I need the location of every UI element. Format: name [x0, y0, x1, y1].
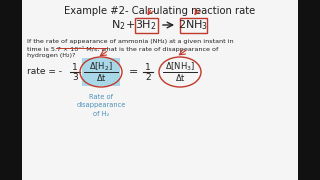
- Text: =: =: [128, 67, 138, 77]
- Bar: [0, 0, 22, 180]
- Text: rate = -: rate = -: [27, 68, 62, 76]
- Text: $\Delta$t: $\Delta$t: [175, 72, 185, 83]
- Text: 1: 1: [145, 63, 151, 72]
- Text: 3H$_2$: 3H$_2$: [135, 18, 157, 32]
- Text: $\Delta$t: $\Delta$t: [96, 72, 107, 83]
- Text: If the rate of appearance of ammonia (NH₄) at a given instant in: If the rate of appearance of ammonia (NH…: [27, 39, 234, 44]
- Text: hydrogen (H₂)?: hydrogen (H₂)?: [27, 53, 76, 58]
- Text: 2: 2: [145, 73, 151, 82]
- Bar: [82, 58, 120, 86]
- Text: N$_2$: N$_2$: [111, 18, 125, 32]
- Text: time is 5.7 × 10⁻¹ M/s, what is the rate of disappearance of: time is 5.7 × 10⁻¹ M/s, what is the rate…: [27, 46, 218, 52]
- Text: Rate of
disappearance
of H₂: Rate of disappearance of H₂: [76, 94, 126, 117]
- Text: $\Delta$[NH$_3$]: $\Delta$[NH$_3$]: [165, 61, 195, 73]
- Text: Example #2- Calculating reaction rate: Example #2- Calculating reaction rate: [64, 6, 256, 16]
- Text: 2NH$_3$: 2NH$_3$: [178, 18, 208, 32]
- Bar: [22, 0, 298, 180]
- Text: +: +: [125, 20, 135, 30]
- Text: 3: 3: [72, 73, 78, 82]
- Text: 1: 1: [72, 63, 78, 72]
- Text: $\Delta$[H$_2$]: $\Delta$[H$_2$]: [89, 61, 113, 73]
- Bar: [298, 0, 320, 180]
